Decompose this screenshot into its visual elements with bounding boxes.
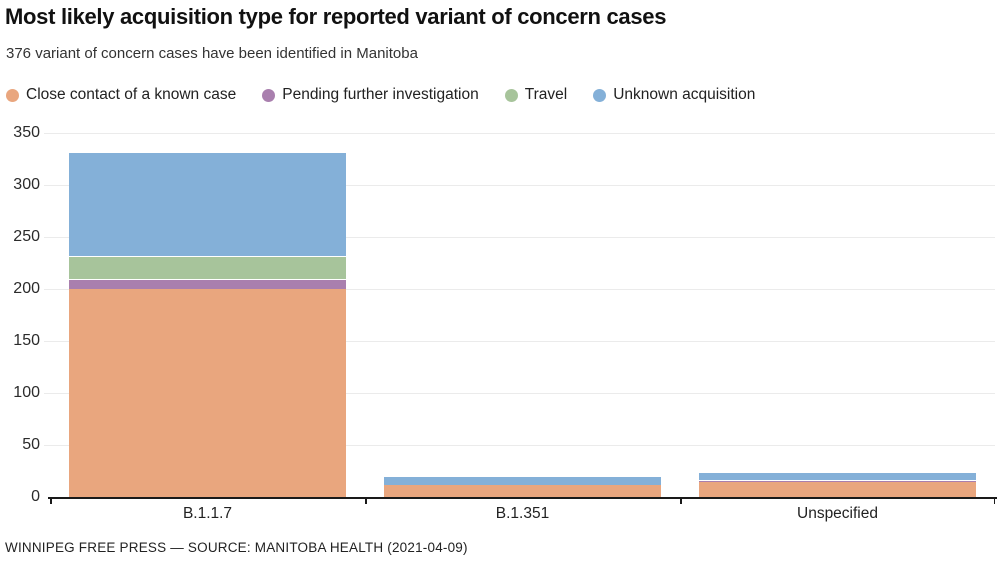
- source-credit: WINNIPEG FREE PRESS — SOURCE: MANITOBA H…: [5, 540, 468, 555]
- gridline: [44, 340, 995, 342]
- legend-item: Pending further investigation: [262, 86, 479, 104]
- y-tick-label: 0: [31, 488, 40, 505]
- legend-item: Travel: [504, 86, 568, 104]
- x-axis-tick: [365, 499, 367, 504]
- x-axis-tick: [993, 499, 995, 504]
- bar-segment: [699, 482, 976, 497]
- plot-area: B.1.1.7 B.1.351 Unspecified: [44, 132, 997, 522]
- y-tick-label: 200: [13, 280, 40, 297]
- legend: Close contact of a known case Pending fur…: [6, 86, 755, 104]
- legend-item: Unknown acquisition: [593, 86, 755, 104]
- bar-segment: [699, 480, 976, 483]
- chart-title: Most likely acquisition type for reporte…: [5, 4, 667, 29]
- gridline: [44, 392, 995, 394]
- gridline: [44, 132, 995, 134]
- stacked-bar-unspecified: [699, 472, 976, 497]
- bar-segment: [69, 289, 346, 497]
- y-tick-label: 350: [13, 124, 40, 141]
- bar-segment: [384, 476, 661, 485]
- x-tick-label: Unspecified: [797, 505, 878, 522]
- y-tick-label: 150: [13, 332, 40, 349]
- y-tick-label: 50: [22, 436, 40, 453]
- chart-subtitle: 376 variant of concern cases have been i…: [6, 45, 418, 62]
- y-tick-label: 300: [13, 176, 40, 193]
- x-axis-tick: [50, 499, 52, 504]
- bar-segment: [699, 472, 976, 481]
- x-tick-label: B.1.351: [495, 505, 550, 522]
- x-tick-label: B.1.1.7: [182, 505, 233, 522]
- legend-label: Unknown acquisition: [613, 86, 756, 103]
- legend-dot-icon: [504, 88, 518, 102]
- legend-item: Close contact of a known case: [6, 86, 236, 104]
- legend-label: Pending further investigation: [282, 86, 479, 103]
- bar-segment: [384, 484, 661, 497]
- gridline: [44, 236, 995, 238]
- stacked-bar-b-1-1-7: [69, 151, 346, 497]
- legend-dot-icon: [593, 88, 607, 102]
- gridline: [44, 184, 995, 186]
- gridline: [44, 444, 995, 446]
- y-tick-label: 250: [13, 228, 40, 245]
- bar-segment: [69, 151, 346, 256]
- stacked-bar-b-1-351: [384, 476, 661, 497]
- x-axis-line: [48, 497, 997, 499]
- legend-dot-icon: [6, 88, 19, 102]
- bar-segment: [69, 278, 346, 289]
- legend-dot-icon: [262, 88, 276, 102]
- gridline: [44, 288, 995, 290]
- x-axis-tick: [680, 499, 682, 504]
- bar-segment: [69, 255, 346, 279]
- y-tick-label: 100: [13, 384, 40, 401]
- legend-label: Travel: [524, 86, 568, 103]
- legend-label: Close contact of a known case: [26, 86, 237, 103]
